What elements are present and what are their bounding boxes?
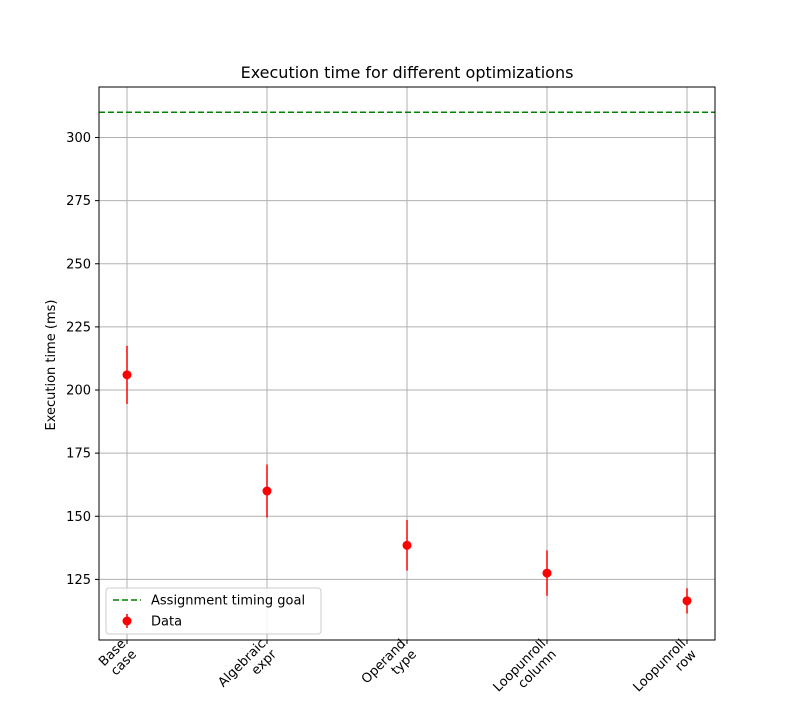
y-tick-label: 200 bbox=[66, 384, 91, 399]
y-tick-label: 225 bbox=[66, 320, 91, 335]
y-tick-label: 150 bbox=[66, 510, 91, 525]
data-point bbox=[682, 596, 692, 606]
grid bbox=[99, 87, 715, 640]
y-tick-label: 300 bbox=[66, 131, 91, 146]
y-tick-label: 125 bbox=[66, 573, 91, 588]
y-axis-ticks: 125 150 175 200 225 250 275 300 bbox=[66, 131, 99, 588]
data-point bbox=[542, 568, 552, 578]
legend-label-data: Data bbox=[151, 615, 182, 630]
y-tick-label: 175 bbox=[66, 447, 91, 462]
y-axis-label: Execution time (ms) bbox=[44, 299, 59, 430]
data-point bbox=[122, 370, 132, 380]
legend-swatch-data-point bbox=[122, 616, 132, 626]
chart-title: Execution time for different optimizatio… bbox=[241, 63, 574, 82]
data-point bbox=[402, 540, 412, 550]
data-point bbox=[262, 486, 272, 496]
legend: Assignment timing goal Data bbox=[105, 587, 322, 635]
y-tick-label: 250 bbox=[66, 257, 91, 272]
y-tick-label: 275 bbox=[66, 194, 91, 209]
x-tick-label: Basecase bbox=[96, 637, 140, 681]
legend-box bbox=[105, 587, 322, 635]
data-series bbox=[122, 345, 692, 614]
legend-label-goal: Assignment timing goal bbox=[151, 594, 305, 609]
